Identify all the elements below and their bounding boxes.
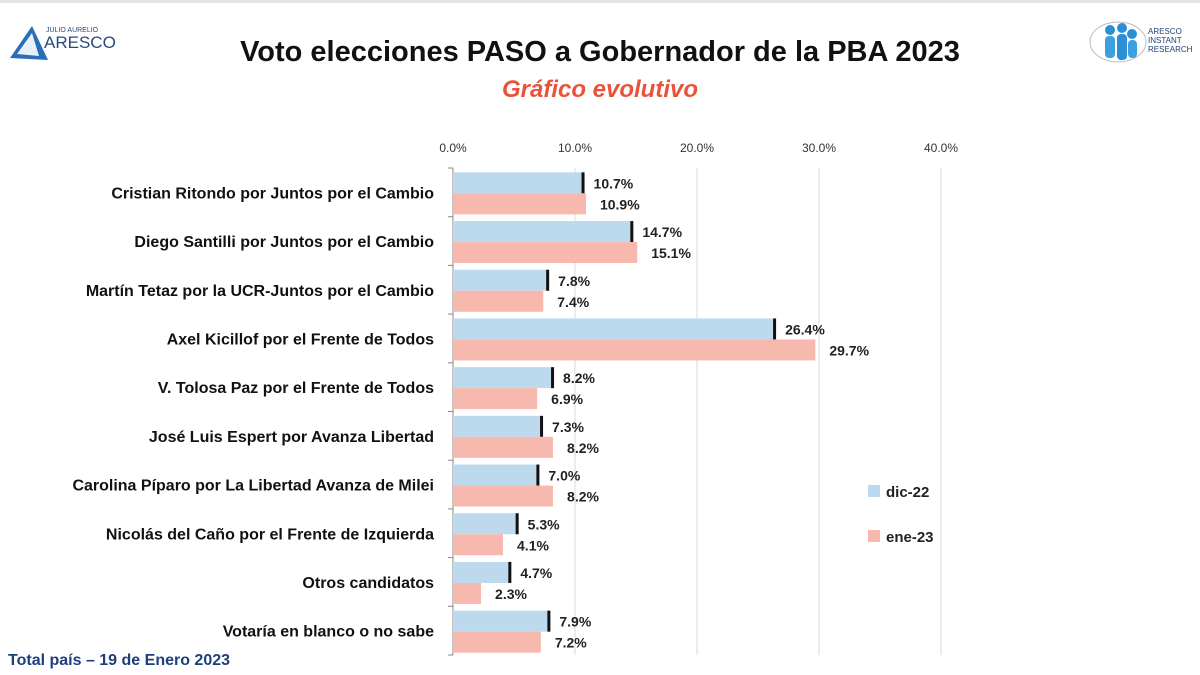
x-tick-label: 10.0% xyxy=(558,141,592,155)
data-label: 14.7% xyxy=(642,224,682,240)
data-label: 7.8% xyxy=(558,273,590,289)
bar-dic-22 xyxy=(453,367,554,389)
x-tick-label: 20.0% xyxy=(680,141,714,155)
bar-end-marker xyxy=(630,221,634,243)
bar-end-marker xyxy=(581,172,585,194)
footer-note: Total país – 19 de Enero 2023 xyxy=(8,652,231,669)
bar-end-marker xyxy=(773,318,777,340)
x-tick-label: 0.0% xyxy=(439,141,467,155)
top-border xyxy=(0,0,1200,3)
data-label: 7.9% xyxy=(559,614,591,630)
bar-ene-23 xyxy=(453,436,554,458)
category-label: Otros candidatos xyxy=(302,575,434,592)
chart-subtitle: Gráfico evolutivo xyxy=(501,76,699,103)
bar-dic-22 xyxy=(453,610,550,632)
data-label: 5.3% xyxy=(528,516,560,532)
category-label: Axel Kicillof por el Frente de Todos xyxy=(167,331,434,348)
data-label: 7.0% xyxy=(548,468,580,484)
data-label: 2.3% xyxy=(495,586,527,602)
legend-label: dic-22 xyxy=(886,484,929,501)
legend-swatch xyxy=(868,485,880,497)
bar-end-marker xyxy=(546,269,550,291)
bar-ene-23 xyxy=(453,485,554,507)
bar-dic-22 xyxy=(453,513,518,535)
bar-ene-23 xyxy=(453,631,541,653)
data-label: 15.1% xyxy=(651,245,691,261)
bar-ene-23 xyxy=(453,582,482,604)
bar-dic-22 xyxy=(453,318,776,340)
svg-text:ARESCO: ARESCO xyxy=(44,33,116,52)
legend-swatch xyxy=(868,530,880,542)
bar-dic-22 xyxy=(453,415,543,437)
bar-ene-23 xyxy=(453,388,538,410)
bar-dic-22 xyxy=(453,561,511,583)
svg-text:RESEARCH: RESEARCH xyxy=(1148,45,1193,54)
aresco-logo: JULIO AURELIO ARESCO xyxy=(10,26,116,60)
category-label: Carolina Píparo por La Libertad Avanza d… xyxy=(72,478,434,495)
svg-text:INSTANT: INSTANT xyxy=(1148,36,1182,45)
bar-end-marker xyxy=(540,415,544,437)
bar-ene-23 xyxy=(453,534,504,556)
bar-ene-23 xyxy=(453,193,586,215)
data-label: 8.2% xyxy=(563,370,595,386)
category-label: Diego Santilli por Juntos por el Cambio xyxy=(134,234,434,251)
bar-dic-22 xyxy=(453,269,549,291)
data-label: 4.1% xyxy=(517,537,549,553)
bar-end-marker xyxy=(515,513,519,535)
svg-text:ARESCO: ARESCO xyxy=(1148,27,1182,36)
data-label: 26.4% xyxy=(785,321,825,337)
chart-title: Voto elecciones PASO a Gobernador de la … xyxy=(240,36,960,68)
bar-ene-23 xyxy=(453,339,816,361)
bar-end-marker xyxy=(508,561,512,583)
category-label: Votaría en blanco o no sabe xyxy=(223,624,434,641)
bar-ene-23 xyxy=(453,290,544,312)
data-label: 29.7% xyxy=(829,342,869,358)
data-label: 7.3% xyxy=(552,419,584,435)
x-tick-label: 40.0% xyxy=(924,141,958,155)
bar-end-marker xyxy=(551,367,555,389)
category-label: Martín Tetaz por la UCR-Juntos por el Ca… xyxy=(86,283,434,300)
bar-dic-22 xyxy=(453,221,633,243)
data-label: 10.7% xyxy=(594,175,634,191)
data-label: 7.2% xyxy=(555,635,587,651)
category-label: Cristian Ritondo por Juntos por el Cambi… xyxy=(111,185,434,202)
data-label: 10.9% xyxy=(600,196,640,212)
category-label: V. Tolosa Paz por el Frente de Todos xyxy=(158,380,434,397)
category-label: José Luis Espert por Avanza Libertad xyxy=(149,429,434,446)
bar-ene-23 xyxy=(453,242,638,264)
data-label: 8.2% xyxy=(567,489,599,505)
bar-end-marker xyxy=(547,610,551,632)
aresco-instant-research-logo: ARESCO INSTANT RESEARCH xyxy=(1089,21,1193,63)
data-label: 6.9% xyxy=(551,391,583,407)
data-label: 8.2% xyxy=(567,440,599,456)
data-label: 7.4% xyxy=(557,294,589,310)
x-tick-label: 30.0% xyxy=(802,141,836,155)
svg-text:JULIO AURELIO: JULIO AURELIO xyxy=(46,27,99,34)
category-label: Nicolás del Caño por el Frente de Izquie… xyxy=(106,526,434,543)
bar-dic-22 xyxy=(453,172,584,194)
legend-label: ene-23 xyxy=(886,529,934,546)
data-label: 4.7% xyxy=(520,565,552,581)
bar-dic-22 xyxy=(453,464,539,486)
bar-end-marker xyxy=(536,464,540,486)
